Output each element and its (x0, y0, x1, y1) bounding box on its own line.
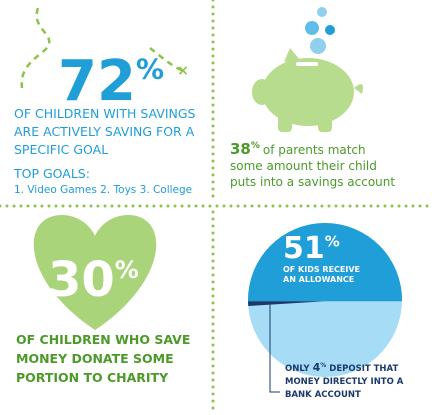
text-line: 38% of parents match (230, 140, 366, 158)
callout-line (268, 302, 280, 393)
goals-title: TOP GOALS: (13, 166, 90, 181)
stat-unit: % (320, 362, 326, 369)
stat-number: 4 (313, 361, 321, 374)
text-line: AN ALLOWANCE (283, 275, 354, 284)
coin-slot (296, 62, 318, 66)
stat-unit: % (115, 256, 139, 284)
heart (33, 215, 157, 330)
bubble (325, 25, 335, 35)
dashed-path (20, 7, 183, 89)
stat-unit: % (136, 53, 164, 86)
bubble (317, 7, 327, 17)
stat-value: 72% (58, 49, 164, 114)
pie-wedge (248, 301, 325, 307)
text-line: MONEY DIRECTLY INTO A (285, 377, 404, 387)
text-line: ARE ACTIVELY SAVING FOR A (14, 124, 195, 139)
stat-number: 51 (283, 231, 325, 266)
text-part: DEPOSIT THAT (329, 364, 398, 374)
stat-unit: % (325, 233, 340, 251)
text-part: ONLY (285, 364, 310, 374)
stat-unit: % (251, 141, 260, 151)
stat-value: 30% (48, 252, 139, 308)
x-mark: × (177, 63, 189, 79)
text-line: OF CHILDREN WITH SAVINGS (14, 106, 196, 121)
stat-number: 38 (230, 140, 251, 158)
text-line: MONEY DONATE SOME (16, 351, 174, 366)
text-line: SPECIFIC GOAL (14, 142, 108, 157)
text-line: OF CHILDREN WHO SAVE (16, 332, 190, 347)
text-line: ONLY 4% DEPOSIT THAT (285, 361, 398, 374)
goals: 1. Video Games 2. Toys 3. College (14, 184, 192, 196)
pie-segment (248, 222, 403, 302)
text-line: PORTION TO CHARITY (16, 370, 169, 385)
text-part: of parents match (263, 143, 366, 157)
text-line: puts into a savings account (230, 175, 395, 189)
text-line: some amount their child (230, 159, 377, 173)
bubble (305, 21, 319, 35)
bubble (310, 38, 326, 54)
pie (248, 222, 403, 377)
stat-value: 51% (283, 231, 340, 266)
stat-number: 30 (48, 252, 115, 308)
text-line: OF KIDS RECEIVE (283, 265, 360, 274)
stat-number: 72 (58, 49, 136, 114)
text-line: BANK ACCOUNT (285, 390, 361, 400)
piggy-bank (252, 48, 363, 132)
